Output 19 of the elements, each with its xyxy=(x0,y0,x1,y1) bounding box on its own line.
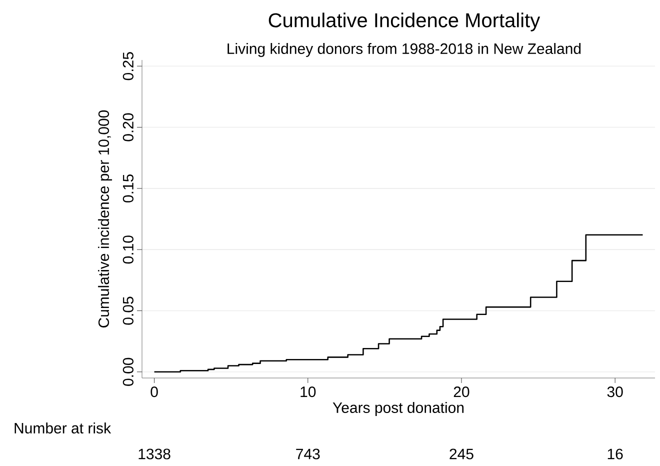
y-tick-label: 0.20 xyxy=(122,113,134,142)
x-tick-label: 20 xyxy=(454,386,470,398)
text: 1338 xyxy=(138,448,170,460)
y-axis-title: Cumulative incidence per 10,000 xyxy=(98,110,112,328)
x-axis-title: Years post donation xyxy=(332,402,464,416)
x-tick-label: 10 xyxy=(300,386,316,398)
text: 245 xyxy=(450,448,474,460)
text: Number at risk xyxy=(14,422,112,434)
y-tick-label: 0.25 xyxy=(122,52,134,80)
y-tick-label: 0.00 xyxy=(122,358,134,386)
x-tick-label: 30 xyxy=(607,386,623,398)
text: 743 xyxy=(296,448,320,460)
chart-title: Cumulative Incidence Mortality xyxy=(268,12,540,32)
y-tick-label: 0.05 xyxy=(122,296,134,325)
text: 16 xyxy=(608,448,623,460)
chart-subtitle: Living kidney donors from 1988-2018 in New Zealand xyxy=(228,43,581,57)
x-tick-label: 0 xyxy=(150,386,158,398)
y-tick-label: 0.10 xyxy=(122,236,134,264)
y-tick-label: 0.15 xyxy=(122,174,134,202)
